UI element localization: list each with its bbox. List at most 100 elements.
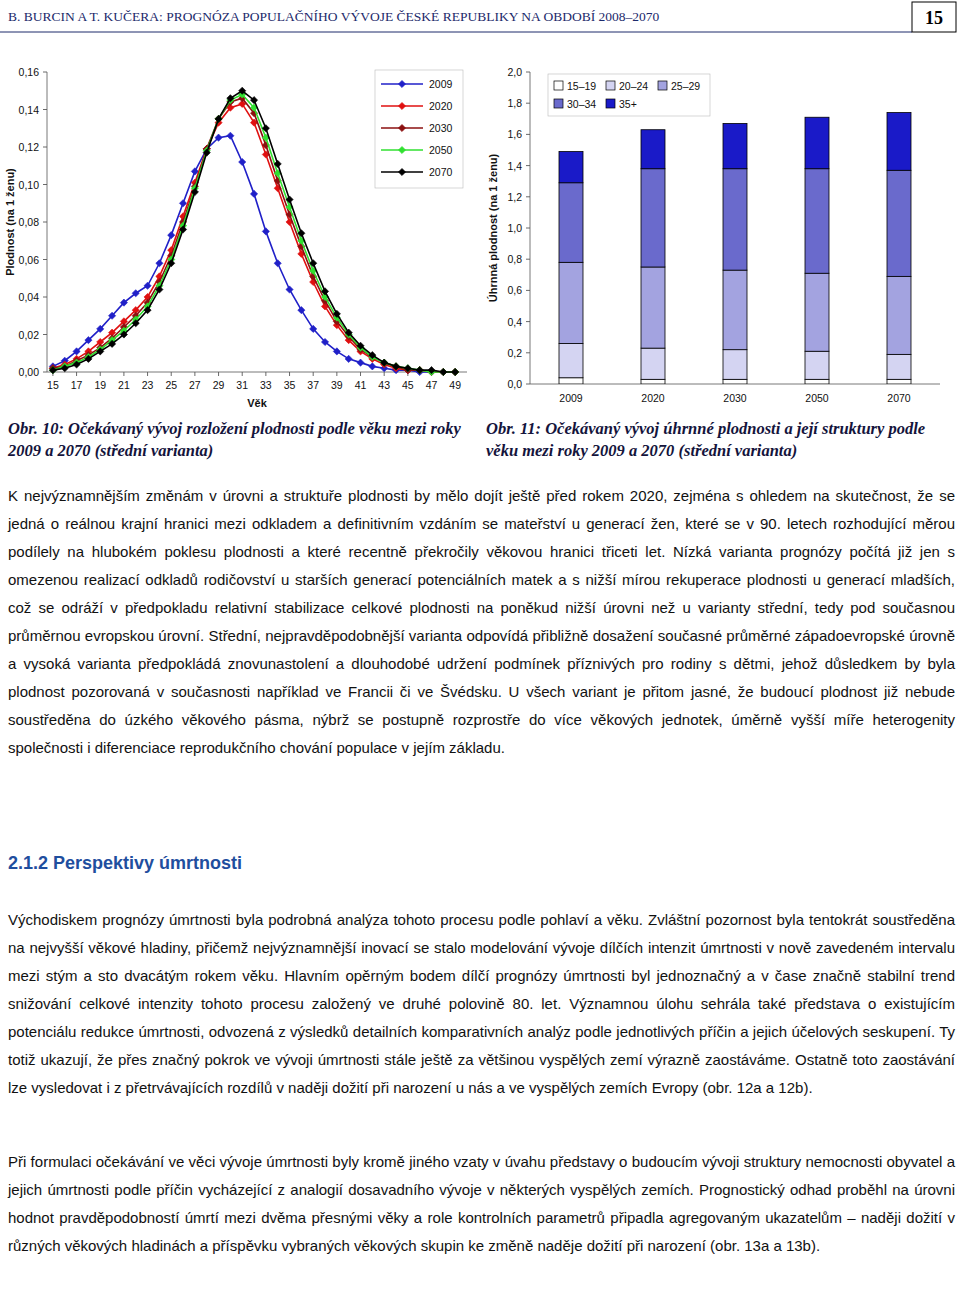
y-tick [526,165,530,166]
x-tick-label: 2009 [559,392,583,404]
series-marker [274,260,281,267]
x-tick [100,372,101,376]
series-marker [168,260,175,267]
x-tick [242,372,243,376]
y-tick [526,290,530,291]
x-tick-label: 29 [213,379,225,391]
series-marker [345,329,352,336]
series-marker [203,149,210,156]
bar-segment [559,378,583,384]
legend-box [375,70,463,188]
series-marker [262,228,269,235]
series-marker [416,367,423,374]
legend-marker [398,168,405,175]
series-marker [168,232,175,239]
bar-segment [641,379,665,384]
series-marker [85,355,92,362]
legend-label: 2070 [429,166,453,178]
y-tick-label: 0,02 [19,329,40,341]
y-axis [530,72,531,384]
x-tick-label: 45 [402,379,414,391]
x-tick-label: 17 [71,379,83,391]
y-tick-label: 0,16 [19,66,40,78]
series-marker [108,340,115,347]
paragraph: Při formulaci očekávání ve věci vývoje ú… [8,1148,955,1260]
bar-segment [723,123,747,168]
series-marker [369,352,376,359]
series-marker [404,365,411,372]
bar-segment [641,348,665,379]
series-marker [97,348,104,355]
legend-swatch [606,81,615,90]
series-marker [357,342,364,349]
series-marker [440,368,447,375]
section-heading: 2.1.2 Perspektivy úmrtnosti [8,853,242,874]
series-marker [49,367,56,374]
y-tick [43,222,47,223]
series-marker [381,359,388,366]
legend-label: 2009 [429,78,453,90]
x-tick-label: 21 [118,379,130,391]
x-tick [76,372,77,376]
legend-marker [398,124,405,131]
figure-caption: Obr. 10: Očekávaný vývoj rozložení plodn… [8,418,470,462]
series-marker [120,331,127,338]
x-tick-label: 25 [165,379,177,391]
series-marker [144,307,151,314]
page-number-box [912,2,956,32]
plot-area [559,113,911,384]
series-marker [452,368,459,375]
header-title: B. BURCIN A T. KUČERA: PROGNÓZA POPULAČN… [8,9,660,24]
page: B. BURCIN A T. KUČERA: PROGNÓZA POPULAČN… [0,0,960,1293]
bar-segment [641,169,665,267]
series-marker [191,188,198,195]
y-tick [43,372,47,373]
legend-label: 2030 [429,122,453,134]
series-marker [298,307,305,314]
series-marker [286,286,293,293]
legend-label: 20–24 [619,80,648,92]
y-tick [526,352,530,353]
legend-label: 15–19 [567,80,596,92]
series-marker [440,368,447,375]
legend-swatch [554,81,563,90]
series-marker [227,132,234,139]
series-marker [239,158,246,165]
series-marker [49,367,56,374]
header-rule [0,32,912,33]
bar-chart: 0,00,20,40,60,81,01,21,41,61,82,02009202… [487,66,940,404]
series-marker [440,368,447,375]
y-tick [43,72,47,73]
y-tick [526,134,530,135]
x-tick-label: 39 [331,379,343,391]
legend: 20092020203020502070 [375,70,463,188]
x-tick-label: 35 [284,379,296,391]
x-axis-title: Věk [247,397,267,409]
series-marker [227,95,234,102]
bar-segment [559,183,583,263]
series-marker [144,282,151,289]
series-marker [97,325,104,332]
bar-segment [723,169,747,270]
bar-segment [559,343,583,377]
series-marker [333,348,340,355]
series-marker [452,368,459,375]
series-marker [440,368,447,375]
y-tick-label: 1,6 [507,128,522,140]
y-tick [43,334,47,335]
bar-segment [723,350,747,380]
y-tick-label: 0,4 [507,316,522,328]
x-tick [194,372,195,376]
x-tick-label: 49 [449,379,461,391]
x-tick [265,372,266,376]
series-marker [416,367,423,374]
legend-swatch [606,99,615,108]
legend-box [548,74,710,116]
series-marker [132,290,139,297]
y-tick-label: 0,04 [19,291,40,303]
y-tick-label: 0,8 [507,253,522,265]
series-marker [357,359,364,366]
y-tick-label: 0,0 [507,378,522,390]
series-marker [179,226,186,233]
y-tick-label: 1,4 [507,160,522,172]
